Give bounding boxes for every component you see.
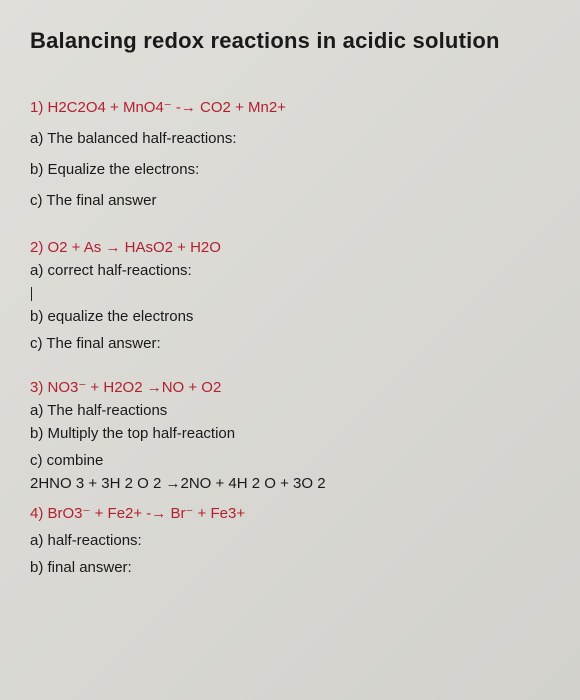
- problem-4-b: b) final answer:: [30, 559, 550, 576]
- worksheet-page: Balancing redox reactions in acidic solu…: [0, 0, 580, 700]
- problem-1-b: b) Equalize the electrons:: [30, 161, 550, 178]
- problem-2-b: b) equalize the electrons: [30, 308, 550, 325]
- cursor-line: [30, 285, 550, 302]
- problem-1: 1) H2C2O4 + MnO4⁻ -→ CO2 + Mn2+ a) The b…: [30, 98, 550, 209]
- problem-4-a: a) half-reactions:: [30, 532, 550, 549]
- problem-4: 4) BrO3⁻ + Fe2+ -→ Br⁻ + Fe3+ a) half-re…: [30, 504, 550, 576]
- problem-3-combine: 2HNO 3 + 3H 2 O 2 →2NO + 4H 2 O + 3O 2: [30, 475, 550, 492]
- problem-1-a: a) The balanced half-reactions:: [30, 130, 550, 147]
- problem-3-c: c) combine: [30, 452, 550, 469]
- problem-2-equation: 2) O2 + As → HAsO2 + H2O: [30, 239, 550, 256]
- problem-4-equation: 4) BrO3⁻ + Fe2+ -→ Br⁻ + Fe3+: [30, 504, 550, 522]
- problem-2-a: a) correct half-reactions:: [30, 262, 550, 279]
- problem-3-a: a) The half-reactions: [30, 402, 550, 419]
- problem-1-equation: 1) H2C2O4 + MnO4⁻ -→ CO2 + Mn2+: [30, 98, 550, 116]
- problem-2-a-text: a) correct half-reactions:: [30, 262, 192, 279]
- problem-3: 3) NO3⁻ + H2O2 →NO + O2 a) The half-reac…: [30, 378, 550, 492]
- problem-2-c: c) The final answer:: [30, 335, 550, 352]
- problem-2: 2) O2 + As → HAsO2 + H2O a) correct half…: [30, 239, 550, 352]
- problem-3-b: b) Multiply the top half-reaction: [30, 425, 550, 442]
- problem-1-c: c) The final answer: [30, 192, 550, 209]
- text-cursor-icon: [31, 287, 32, 301]
- page-title: Balancing redox reactions in acidic solu…: [30, 28, 550, 54]
- problem-3-equation: 3) NO3⁻ + H2O2 →NO + O2: [30, 378, 550, 396]
